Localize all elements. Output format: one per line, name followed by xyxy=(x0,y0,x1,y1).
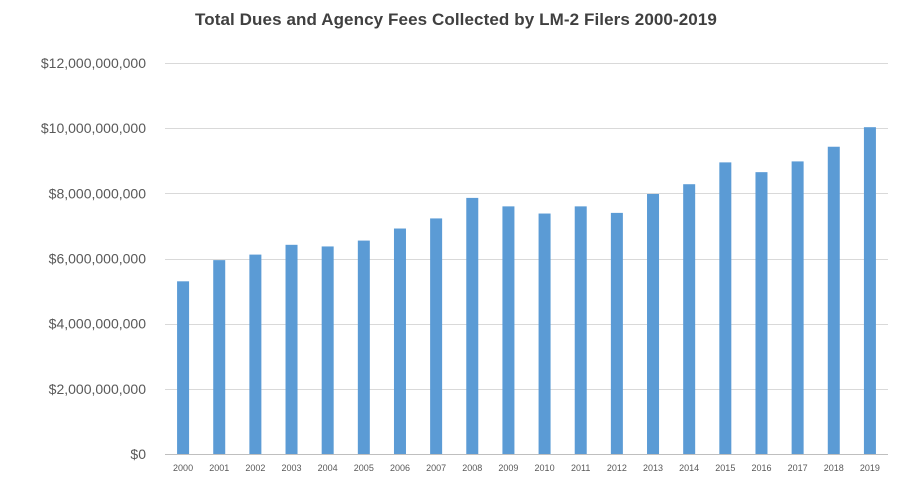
bar xyxy=(285,244,298,454)
bar xyxy=(647,193,660,455)
y-tick-label: $2,000,000,000 xyxy=(49,381,147,397)
y-tick-label: $8,000,000,000 xyxy=(49,185,147,201)
y-axis-tick-labels: $0 $2,000,000,000 $4,000,000,000 $6,000,000… xyxy=(41,55,146,462)
x-tick-label: 2003 xyxy=(282,463,302,473)
bar xyxy=(827,146,840,454)
x-tick-label: 2010 xyxy=(535,463,555,473)
bars xyxy=(177,127,876,455)
bar xyxy=(719,162,732,455)
x-tick-label: 2019 xyxy=(860,463,880,473)
bar xyxy=(791,161,804,454)
bar xyxy=(538,213,551,454)
x-tick-label: 2014 xyxy=(679,463,699,473)
x-tick-label: 2009 xyxy=(498,463,518,473)
bar xyxy=(430,218,443,454)
bar xyxy=(863,127,876,455)
bar xyxy=(683,184,696,454)
bar xyxy=(249,254,262,454)
x-tick-label: 2007 xyxy=(426,463,446,473)
gridlines xyxy=(165,63,888,390)
x-axis-tick-labels: 2000 2001 2002 2003 2004 2005 2006 2007 2008 2009… xyxy=(173,463,880,473)
y-tick-label: $0 xyxy=(130,446,146,462)
y-tick-label: $10,000,000,000 xyxy=(41,120,146,136)
x-tick-label: 2001 xyxy=(209,463,229,473)
bar xyxy=(357,240,370,454)
x-tick-label: 2006 xyxy=(390,463,410,473)
x-tick-label: 2005 xyxy=(354,463,374,473)
bar xyxy=(393,228,406,454)
bar xyxy=(177,281,190,454)
x-tick-label: 2012 xyxy=(607,463,627,473)
x-tick-label: 2002 xyxy=(245,463,265,473)
bar xyxy=(466,197,479,454)
x-tick-label: 2004 xyxy=(318,463,338,473)
x-tick-label: 2008 xyxy=(462,463,482,473)
y-tick-label: $4,000,000,000 xyxy=(49,316,147,332)
x-tick-label: 2015 xyxy=(715,463,735,473)
bar xyxy=(321,246,334,454)
bar xyxy=(574,206,587,454)
x-tick-label: 2016 xyxy=(751,463,771,473)
bar xyxy=(755,172,768,454)
y-tick-label: $6,000,000,000 xyxy=(49,251,147,267)
bar xyxy=(502,206,515,454)
x-tick-label: 2018 xyxy=(824,463,844,473)
x-tick-label: 2013 xyxy=(643,463,663,473)
y-tick-label: $12,000,000,000 xyxy=(41,55,146,71)
bar xyxy=(213,260,226,454)
x-tick-label: 2000 xyxy=(173,463,193,473)
chart-title: Total Dues and Agency Fees Collected by … xyxy=(195,10,717,29)
x-tick-label: 2017 xyxy=(788,463,808,473)
x-tick-label: 2011 xyxy=(571,463,590,473)
bar xyxy=(610,212,623,454)
